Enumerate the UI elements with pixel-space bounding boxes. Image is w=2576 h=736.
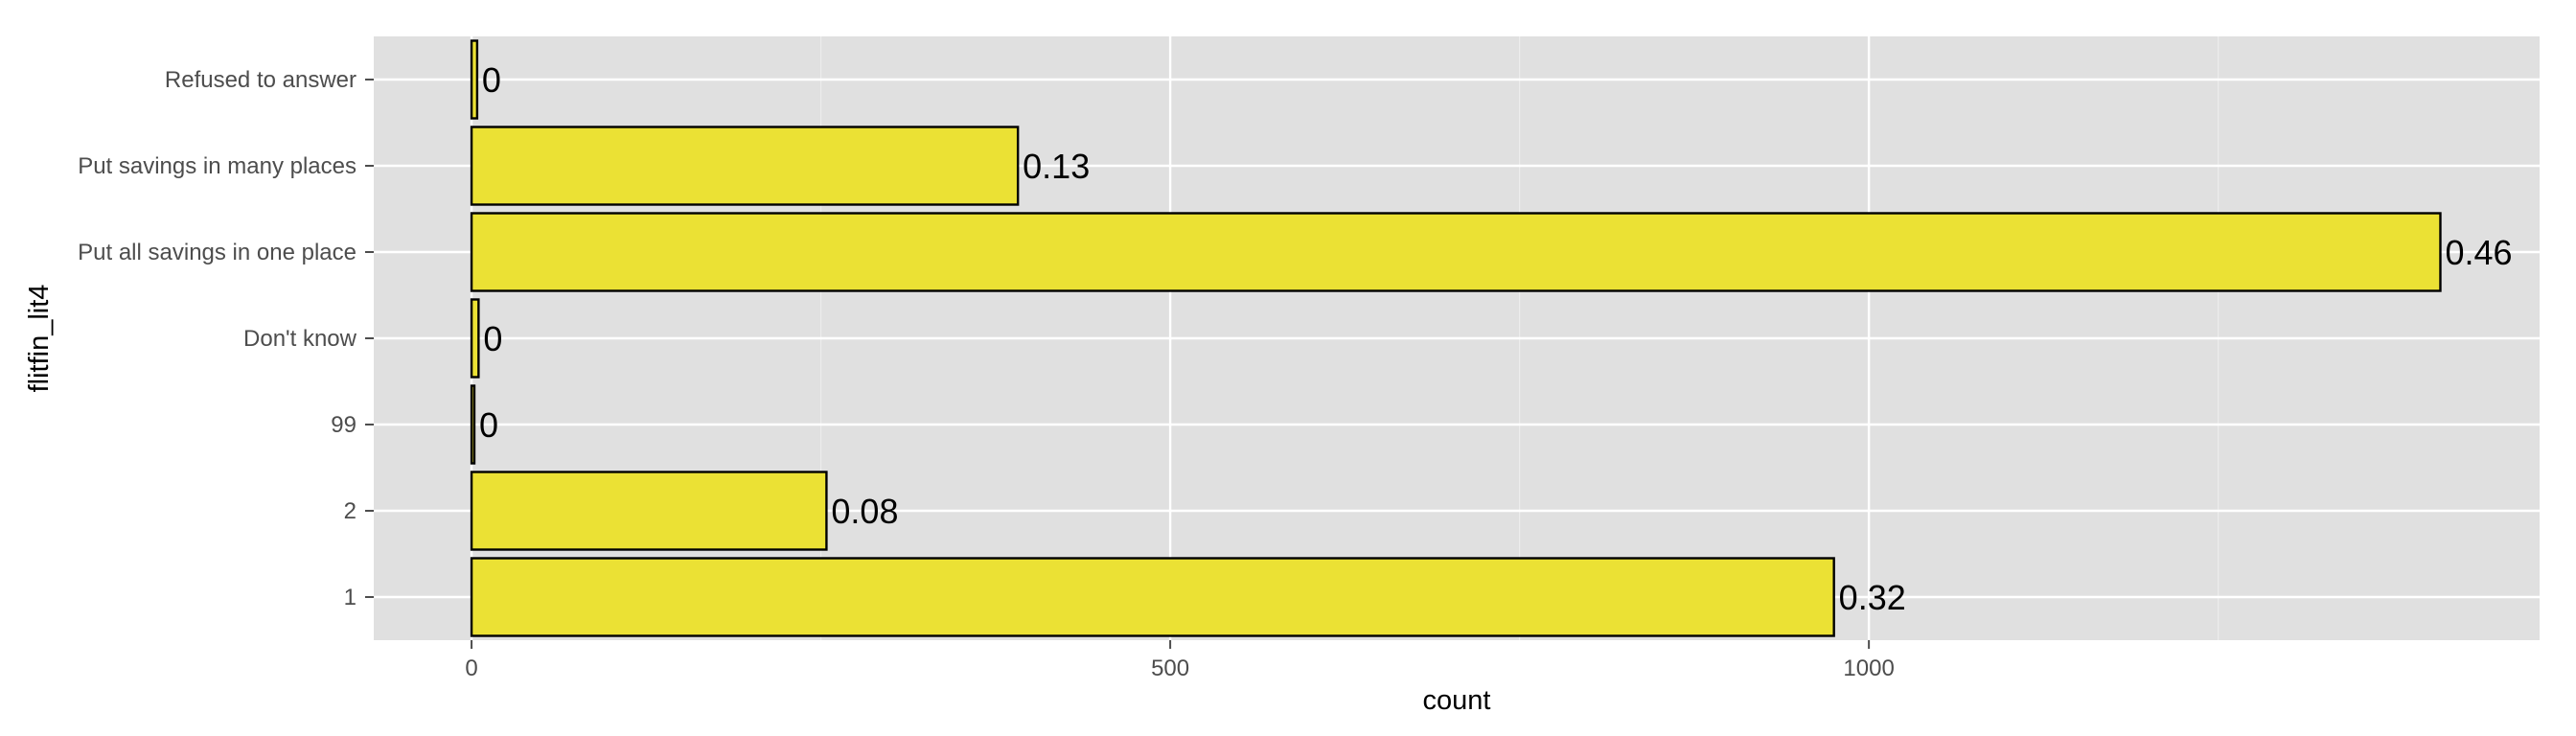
data-labels: 0.32 0.08 0 0 0.46 0.13 0 [479,60,2513,617]
x-axis-title: count [1423,685,1491,716]
bar-value-label: 0 [482,60,501,100]
bar-don-t-know [470,298,480,379]
x-axis: 0 500 1000 [465,640,1895,681]
x-tick-label: 500 [1151,656,1189,681]
bar-1 [470,557,1835,637]
bar-value-label: 0.08 [831,492,898,531]
x-tick-label: 1000 [1843,656,1894,681]
y-tick-label: Put savings in many places [78,153,356,179]
y-tick-label: Put all savings in one place [78,240,356,265]
bar-value-label: 0.32 [1839,578,1906,617]
y-tick-label: 2 [344,498,356,524]
bar-value-label: 0 [483,319,502,358]
y-tick-label: Refused to answer [165,67,356,93]
y-axis: 1 2 99 Don't know Put all savings in one pla… [78,67,374,610]
bar-refused-to-answer [470,39,479,120]
bars [470,39,2442,637]
y-axis-title: flitfin_lit4 [24,285,55,393]
bar-value-label: 0.46 [2445,233,2512,272]
x-tick-label: 0 [465,656,477,681]
bar-2 [470,471,828,551]
bar-put-all-savings-in-one-place [470,212,2442,292]
y-tick-label: Don't know [243,326,357,352]
bar-value-label: 0 [479,405,498,445]
y-tick-label: 99 [331,412,356,438]
bar-put-savings-in-many-places [470,126,1020,206]
y-tick-label: 1 [344,585,356,610]
bar-value-label: 0.13 [1023,147,1090,186]
bar-99 [470,384,476,465]
